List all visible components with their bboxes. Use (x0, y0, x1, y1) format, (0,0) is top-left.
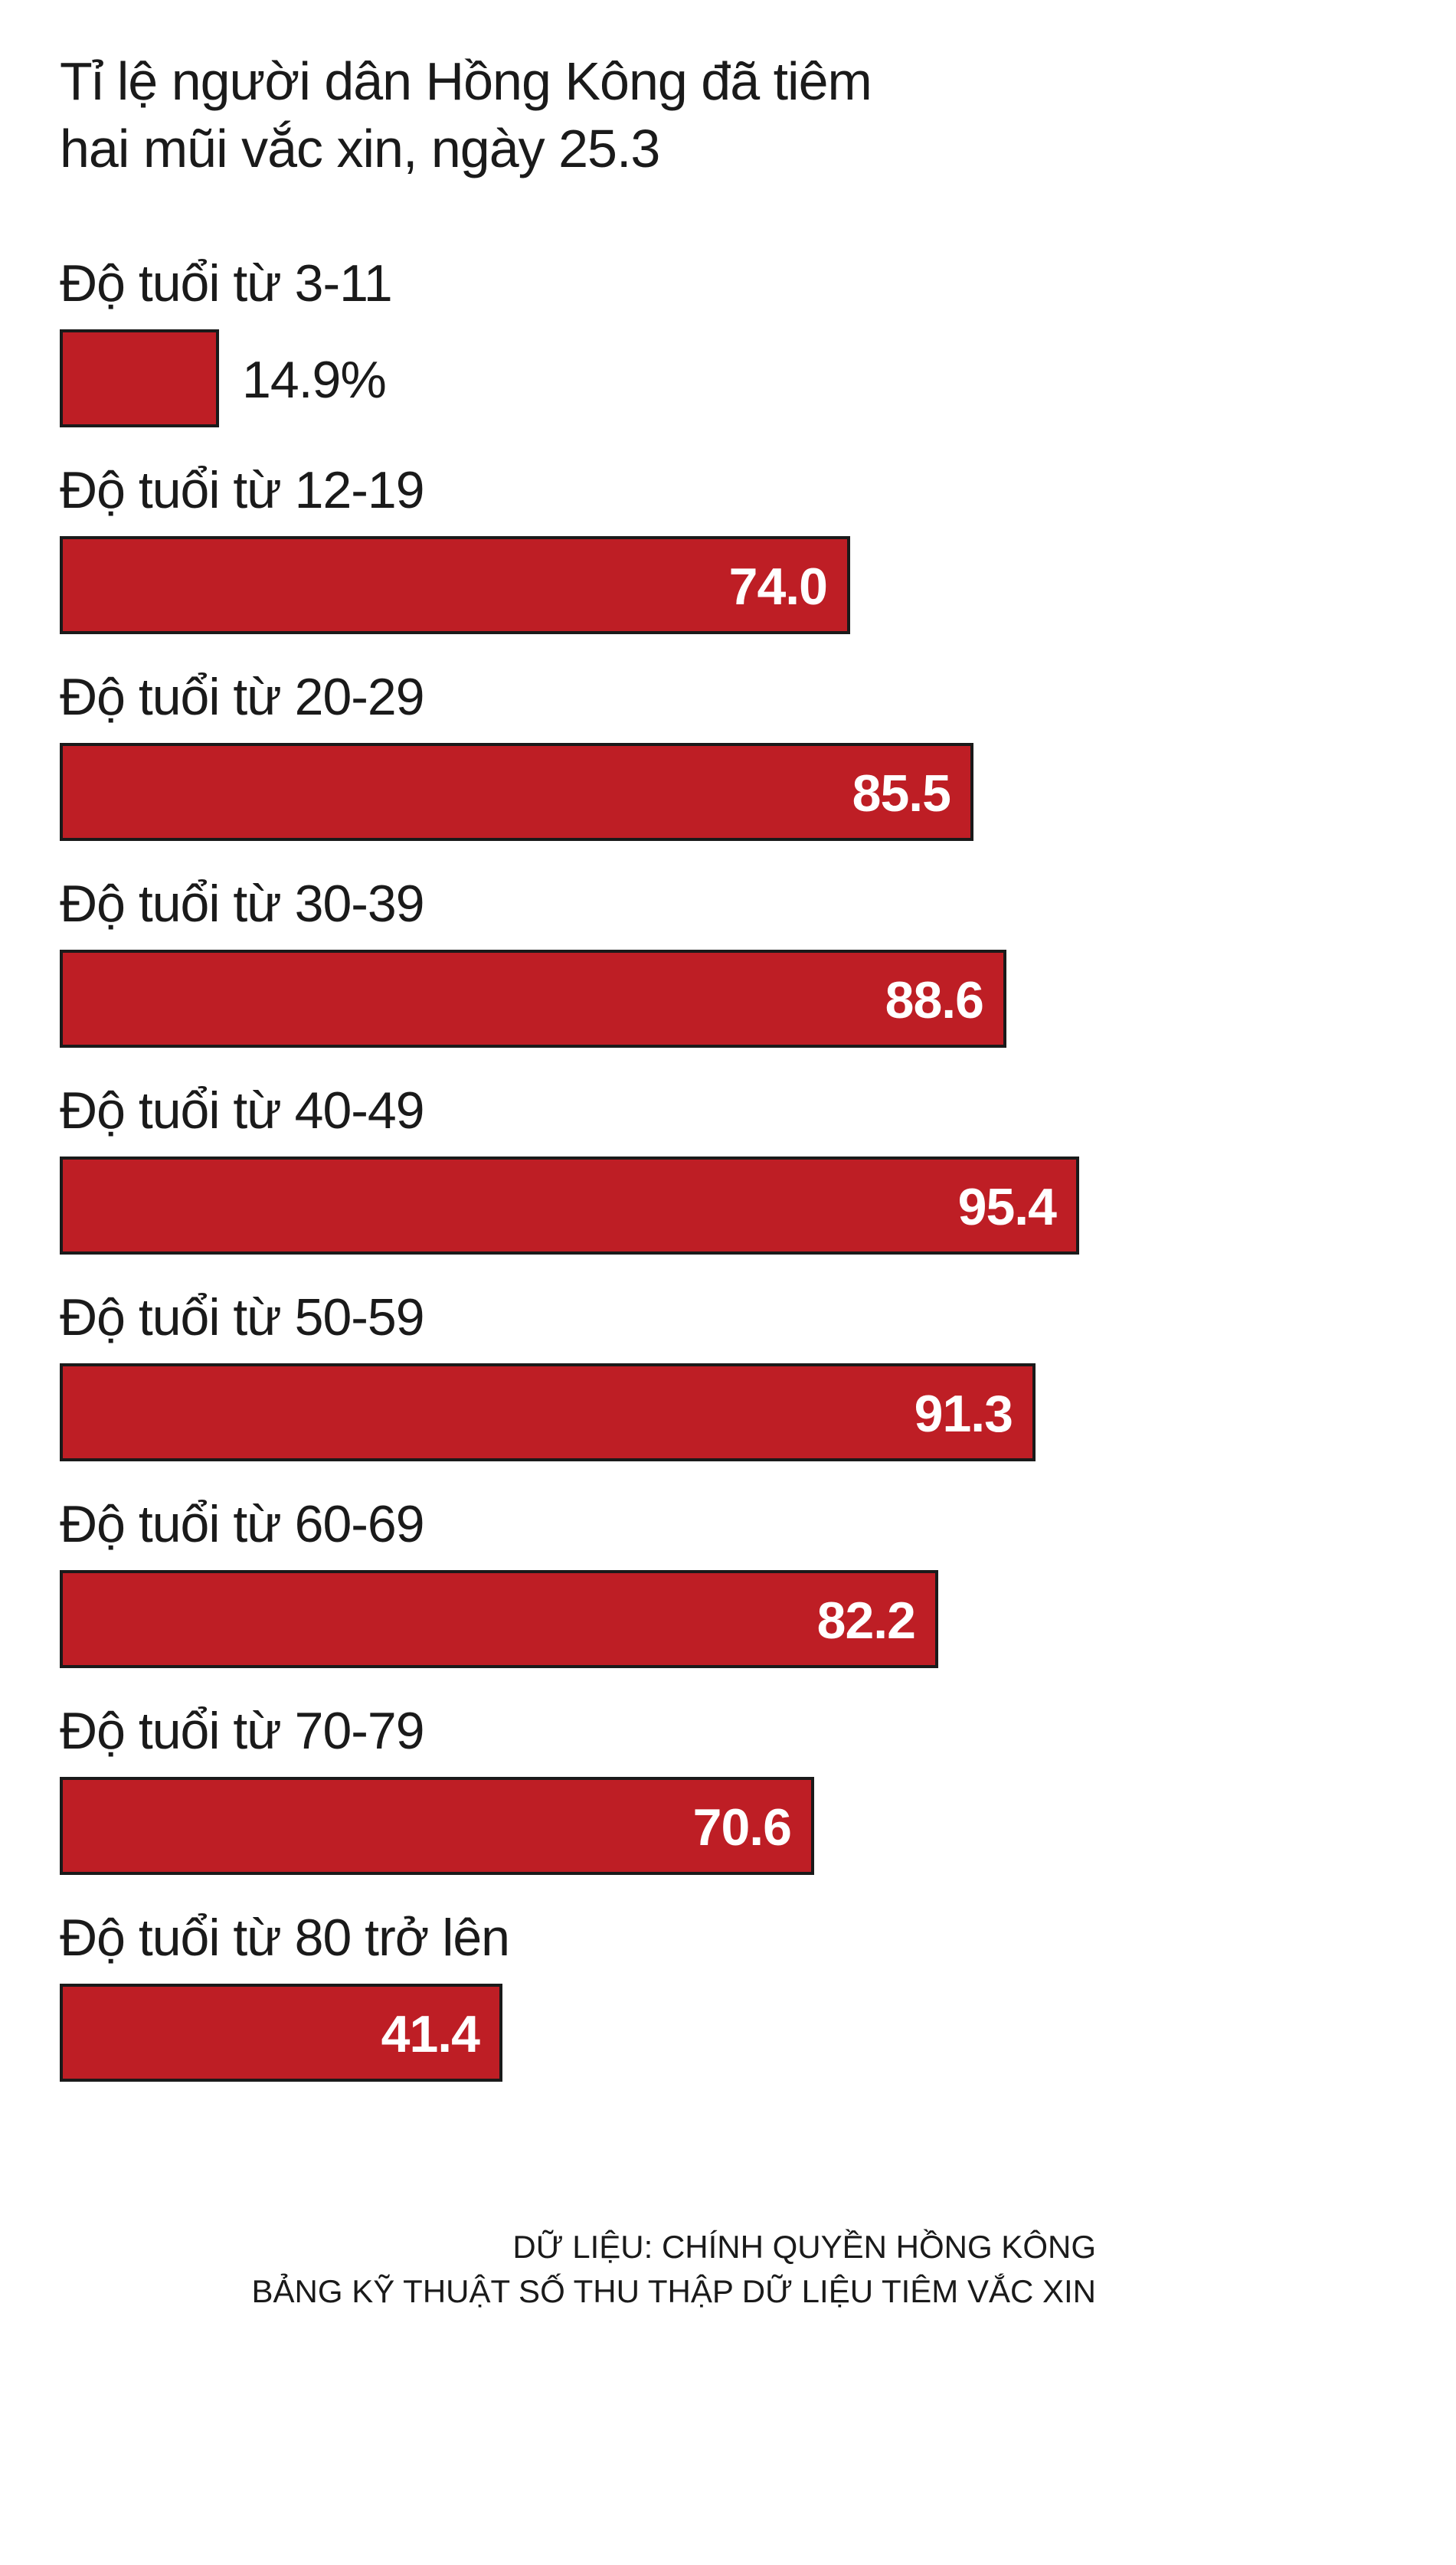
bar (60, 329, 219, 427)
bar (60, 1157, 1079, 1255)
bar (60, 743, 973, 841)
chart-title: Tỉ lệ người dân Hồng Kông đã tiêm hai mũ… (60, 47, 1209, 182)
data-source-line-2: BẢNG KỸ THUẬT SỐ THU THẬP DỮ LIỆU TIÊM V… (251, 2273, 1096, 2309)
category-label: Độ tuổi từ 30-39 (60, 875, 425, 933)
bar-value-label: 95.4 (957, 1178, 1057, 1236)
bar-value-label: 41.4 (381, 2005, 480, 2063)
bar-value-label: 85.5 (852, 764, 951, 823)
category-label: Độ tuổi từ 70-79 (60, 1702, 425, 1760)
category-label: Độ tuổi từ 60-69 (60, 1495, 425, 1553)
category-label: Độ tuổi từ 80 trở lên (60, 1909, 510, 1967)
category-label: Độ tuổi từ 3-11 (60, 254, 393, 312)
bar (60, 1570, 938, 1668)
chart-title-line-1: Tỉ lệ người dân Hồng Kông đã tiêm (60, 51, 872, 111)
category-label: Độ tuổi từ 50-59 (60, 1288, 425, 1346)
bar (60, 950, 1006, 1048)
bar (60, 1984, 502, 2082)
chart-title-line-2: hai mũi vắc xin, ngày 25.3 (60, 119, 660, 178)
data-source: DỮ LIỆU: CHÍNH QUYỀN HỒNG KÔNG BẢNG KỸ T… (252, 2225, 1096, 2314)
bar-value-label: 14.9% (242, 351, 387, 409)
bar (60, 1363, 1036, 1461)
bar (60, 1777, 814, 1875)
bar-value-label: 74.0 (728, 558, 828, 616)
category-label: Độ tuổi từ 40-49 (60, 1081, 425, 1140)
category-label: Độ tuổi từ 20-29 (60, 668, 425, 726)
data-source-line-1: DỮ LIỆU: CHÍNH QUYỀN HỒNG KÔNG (512, 2229, 1096, 2265)
bar-value-label: 91.3 (914, 1385, 1013, 1443)
bar-value-label: 70.6 (692, 1798, 792, 1857)
category-label: Độ tuổi từ 12-19 (60, 461, 425, 519)
bar-value-label: 82.2 (816, 1592, 916, 1650)
bar (60, 536, 850, 634)
bar-value-label: 88.6 (885, 971, 984, 1029)
